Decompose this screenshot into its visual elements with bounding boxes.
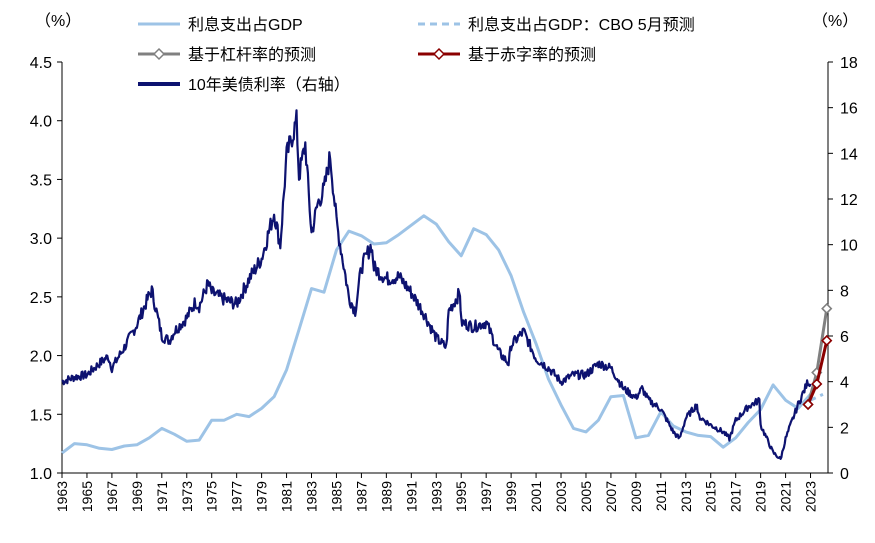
right-tick-label: 18	[840, 55, 858, 72]
series-layer	[61, 109, 833, 460]
legend-marker-leverage	[152, 47, 166, 61]
x-tick-label: 1985	[328, 481, 344, 512]
legend-label-leverage: 基于杠杆率的预测	[188, 46, 316, 64]
x-tick-label: 1999	[503, 481, 519, 512]
series-leverage-forecast-point	[821, 302, 833, 315]
axes	[61, 62, 829, 474]
x-tick-label: 1963	[54, 481, 70, 512]
right-tick-label: 16	[840, 101, 858, 118]
series-deficit-forecast-point	[802, 398, 814, 411]
left-tick-label: 3.5	[30, 172, 52, 189]
right-tick-label: 4	[840, 375, 849, 392]
left-tick-label: 4.0	[30, 114, 52, 131]
right-tick-label: 14	[840, 146, 858, 163]
x-tick-label: 2011	[653, 481, 669, 511]
x-tick-label: 1969	[129, 481, 145, 512]
right-axis-ticks: 0 2 4 6 8 10 12 14 16 18	[828, 55, 858, 483]
left-tick-label: 1.0	[30, 466, 52, 483]
series-deficit-forecast-point	[811, 378, 823, 390]
right-tick-label: 2	[840, 420, 849, 437]
x-tick-label: 1967	[104, 481, 120, 512]
x-tick-label: 2009	[628, 481, 644, 512]
x-tick-label: 1977	[229, 481, 245, 512]
right-tick-label: 0	[840, 466, 849, 483]
x-tick-label: 2023	[803, 481, 819, 512]
x-tick-label: 2019	[753, 481, 769, 512]
left-axis-ticks: 1.0 1.5 2.0 2.5 3.0 3.5 4.0 4.5	[30, 55, 62, 483]
x-tick-label: 1973	[179, 481, 195, 512]
series-10y-yield	[61, 109, 812, 460]
legend-label-forecast: 利息支出占GDP：CBO 5月预测	[468, 16, 695, 34]
x-tick-label: 2015	[703, 481, 719, 512]
x-tick-label: 1971	[154, 481, 170, 512]
right-axis-unit: （%）	[812, 12, 858, 30]
left-axis-unit: （%）	[35, 12, 81, 30]
x-tick-label: 1989	[378, 481, 394, 512]
left-tick-label: 4.5	[30, 55, 52, 72]
left-tick-label: 2.5	[30, 290, 52, 307]
x-tick-label: 1981	[279, 481, 295, 512]
series-deficit-forecast-point	[821, 334, 833, 347]
left-tick-label: 3.0	[30, 231, 52, 248]
x-tick-label: 2013	[678, 481, 694, 512]
x-tick-label: 1995	[453, 481, 469, 512]
x-tick-label: 1991	[403, 481, 419, 512]
x-tick-label: 1975	[204, 481, 220, 512]
x-tick-label: 1983	[304, 481, 320, 512]
x-tick-label: 1993	[428, 481, 444, 512]
x-tick-label: 2005	[578, 481, 594, 512]
x-tick-label: 2021	[778, 481, 794, 512]
x-tick-label: 2007	[603, 481, 619, 512]
x-tick-label: 2017	[728, 481, 744, 512]
legend-marker-deficit	[432, 47, 446, 61]
x-tick-label: 2003	[553, 481, 569, 512]
legend: 利息支出占GDP 利息支出占GDP：CBO 5月预测 基于杠杆率的预测 基于赤字…	[138, 16, 695, 94]
legend-label-interest: 利息支出占GDP	[188, 16, 303, 34]
right-tick-label: 12	[840, 192, 858, 209]
right-tick-label: 10	[840, 238, 858, 255]
x-tick-label: 1979	[254, 481, 270, 512]
left-tick-label: 2.0	[30, 349, 52, 366]
right-tick-label: 6	[840, 329, 849, 346]
left-tick-label: 1.5	[30, 407, 52, 424]
x-axis-ticks: 1963 1965 1967 1969 1971 1973 1975 1977 1979 1981…	[54, 473, 819, 512]
x-tick-label: 1997	[478, 481, 494, 512]
legend-label-deficit: 基于赤字率的预测	[468, 46, 596, 64]
legend-label-yield: 10年美债利率（右轴）	[188, 76, 350, 94]
x-tick-label: 1987	[353, 481, 369, 512]
series-interest-gdp	[61, 214, 812, 455]
x-tick-label: 1965	[79, 481, 95, 512]
x-tick-label: 2001	[528, 481, 544, 512]
right-tick-label: 8	[840, 283, 849, 300]
